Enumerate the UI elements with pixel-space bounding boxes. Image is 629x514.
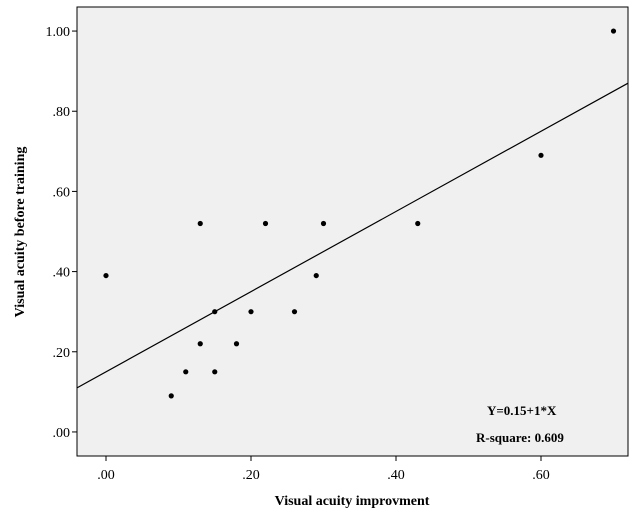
data-point-7 xyxy=(212,309,218,315)
data-point-1 xyxy=(103,272,109,279)
regression-equation: Y=0.15+1*X xyxy=(487,403,557,418)
fit-line xyxy=(76,82,629,389)
data-point-12 xyxy=(313,272,319,279)
plot-area xyxy=(76,6,629,457)
data-point-16 xyxy=(610,28,617,34)
y-axis-title: Visual acuity before training xyxy=(13,147,28,318)
data-point-13 xyxy=(320,220,327,227)
x-tick-label: .00 xyxy=(97,468,115,483)
data-point-4 xyxy=(197,341,203,347)
data-point-10 xyxy=(262,220,269,227)
data-point-14 xyxy=(415,220,421,227)
y-tick-label: .40 xyxy=(53,266,71,281)
x-tick-label: .60 xyxy=(532,468,550,483)
data-point-2 xyxy=(168,393,174,399)
data-point-5 xyxy=(197,220,203,227)
x-tick-label: .20 xyxy=(242,468,260,483)
y-tick-label: .00 xyxy=(53,426,71,441)
y-tick-label: .20 xyxy=(53,346,71,361)
data-point-11 xyxy=(291,309,298,315)
data-point-6 xyxy=(212,369,218,375)
y-tick-label: .80 xyxy=(53,105,71,120)
x-axis-title: Visual acuity improvment xyxy=(275,494,430,509)
y-tick-label: 1.00 xyxy=(46,25,71,40)
x-tick-label: .40 xyxy=(387,468,405,483)
data-point-15 xyxy=(538,152,544,158)
r-square-label: R-square: 0.609 xyxy=(476,430,564,445)
data-point-3 xyxy=(183,369,189,375)
data-point-8 xyxy=(233,341,240,347)
y-tick-label: .60 xyxy=(53,185,71,200)
data-point-9 xyxy=(248,309,254,315)
